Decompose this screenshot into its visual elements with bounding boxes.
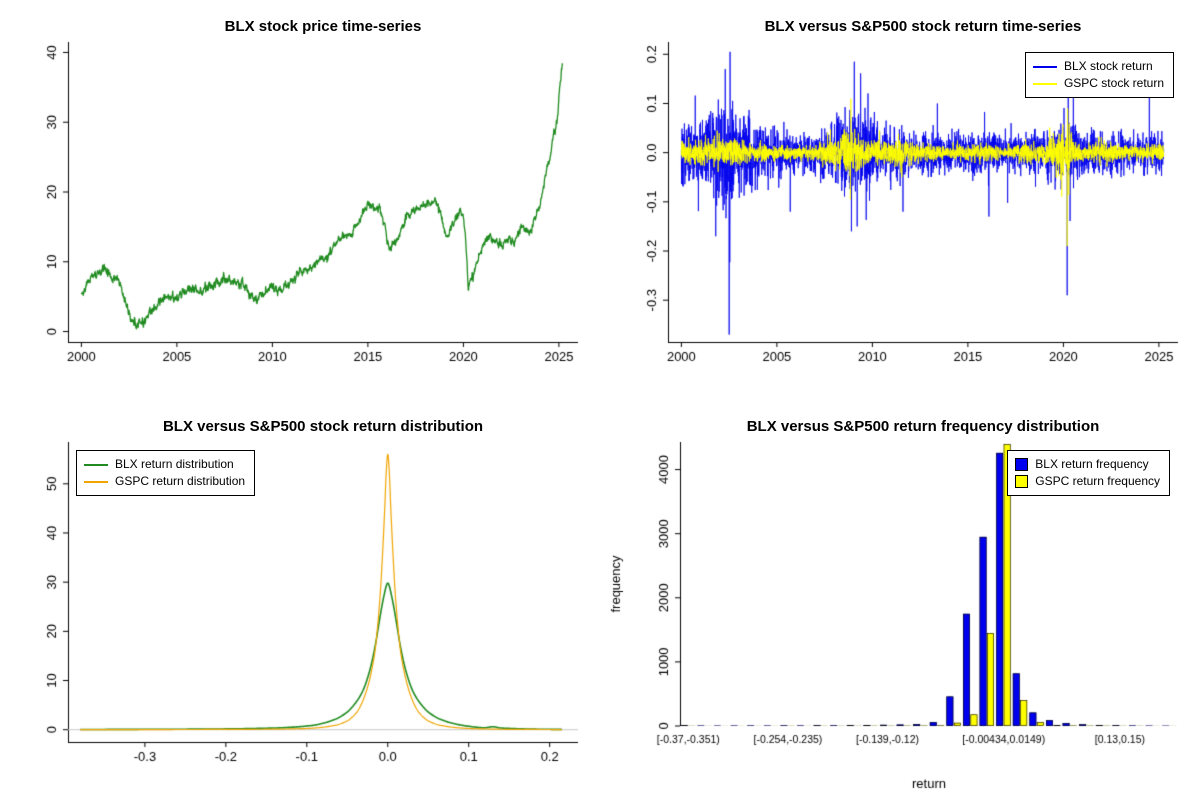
legend-label-gspc-frequency: GSPC return frequency <box>1035 474 1160 488</box>
panel-distribution: BLX versus S&P500 stock return distribut… <box>0 400 600 800</box>
gspc-frequency-box-swatch <box>1015 475 1029 488</box>
blx-distribution-line-swatch <box>84 463 108 466</box>
legend-item-gspc-distribution: GSPC return distribution <box>84 473 245 490</box>
panel-frequency: BLX versus S&P500 return frequency distr… <box>600 400 1200 800</box>
legend-label-blx-frequency: BLX return frequency <box>1035 457 1149 471</box>
panel-returns: BLX versus S&P500 stock return time-seri… <box>600 0 1200 400</box>
frequency-legend: BLX return frequency GSPC return frequen… <box>1007 450 1170 496</box>
gspc-distribution-line-swatch <box>84 480 108 483</box>
blx-return-line-swatch <box>1032 65 1057 68</box>
price-chart-canvas <box>0 0 600 400</box>
panel-price: BLX stock price time-series <box>0 0 600 400</box>
legend-label-gspc-distribution: GSPC return distribution <box>115 474 246 488</box>
gspc-return-line-swatch <box>1032 82 1057 85</box>
legend-item-blx-frequency: BLX return frequency <box>1015 456 1160 473</box>
blx-frequency-box-swatch <box>1015 458 1029 471</box>
distribution-legend: BLX return distribution GSPC return dist… <box>76 450 256 496</box>
legend-item-gspc-frequency: GSPC return frequency <box>1015 473 1160 490</box>
legend-item-blx-distribution: BLX return distribution <box>84 456 245 473</box>
legend-label-blx-distribution: BLX return distribution <box>115 457 234 471</box>
legend-label-gspc-return: GSPC stock return <box>1063 76 1164 90</box>
returns-legend: BLX stock return GSPC stock return <box>1024 52 1174 98</box>
legend-label-blx-return: BLX stock return <box>1063 59 1153 73</box>
legend-item-gspc-return: GSPC stock return <box>1032 75 1164 92</box>
legend-item-blx-return: BLX stock return <box>1032 58 1164 75</box>
